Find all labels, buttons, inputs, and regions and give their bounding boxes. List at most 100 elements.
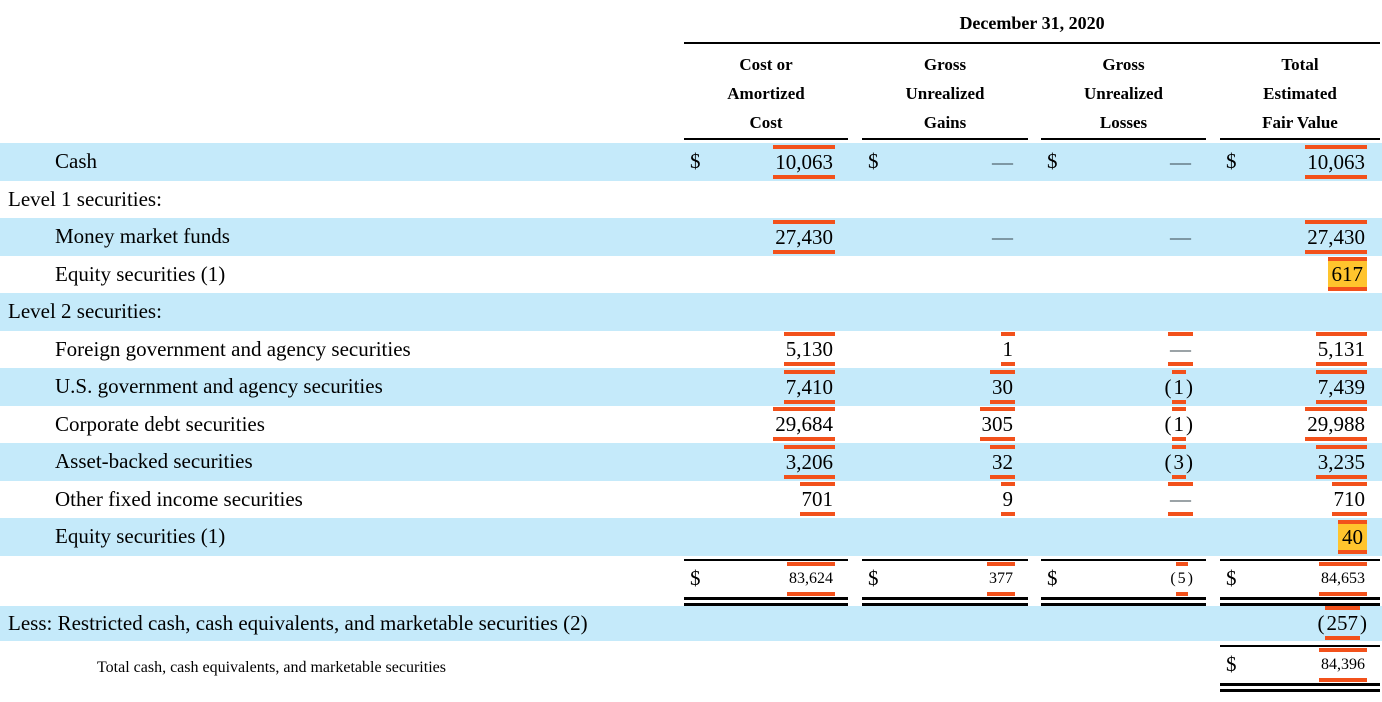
tagged-amount: 10,063: [773, 144, 835, 179]
tagged-amount: 1: [1171, 407, 1186, 442]
tagged-dash-amount: —: [1168, 332, 1193, 367]
tagged-amount: 84,653: [1319, 561, 1367, 596]
tagged-dash-amount: —: [1168, 482, 1193, 517]
column-header-cost-or-amortized-cost: Cost or Amortized Cost: [684, 44, 848, 140]
amount-cell: $ 10,063: [1220, 143, 1380, 181]
row-label: Foreign government and agency securities: [55, 336, 411, 361]
amount-cell: (1): [1041, 368, 1206, 406]
amount-cell: (1): [1041, 406, 1206, 444]
amount-cell: $ 10,063: [684, 143, 848, 181]
dash-amount: —: [1170, 224, 1191, 249]
tagged-amount: 27,430: [1305, 219, 1367, 254]
row-label: Level 1 securities:: [8, 186, 162, 211]
tagged-amount: 3: [1171, 444, 1186, 479]
tagged-amount: 1: [1000, 332, 1015, 367]
currency-symbol: $: [690, 149, 701, 174]
tagged-amount: 257: [1324, 606, 1360, 640]
tagged-amount: 7,439: [1315, 369, 1367, 404]
row-level2-securities: Level 2 securities:: [0, 293, 1382, 331]
amount-cell: (257): [1220, 606, 1380, 641]
amount-cell: —: [1041, 481, 1206, 519]
amount-cell: 305: [862, 406, 1028, 444]
amount-cell: 701: [684, 481, 848, 519]
amount-cell: 5,131: [1220, 331, 1380, 369]
row-label: Other fixed income securities: [55, 486, 303, 511]
amount-cell: 1: [862, 331, 1028, 369]
amount-cell: 27,430: [1220, 218, 1380, 256]
tagged-amount: 5,130: [783, 332, 835, 367]
tagged-amount: 84,396: [1319, 647, 1367, 682]
negative-amount: (5): [1170, 561, 1193, 596]
column-header-row: Cost or Amortized Cost Gross Unrealized …: [0, 44, 1382, 140]
highlighted-tagged-amount: 617: [1327, 257, 1367, 292]
row-us-government-securities: U.S. government and agency securities 7,…: [0, 368, 1382, 406]
tagged-amount: 32: [990, 444, 1015, 479]
tagged-amount: 305: [979, 407, 1015, 442]
subtotal-cell: $ 83,624: [684, 558, 848, 606]
row-less-restricted-cash: Less: Restricted cash, cash equivalents,…: [0, 605, 1382, 641]
tagged-amount: 7,410: [783, 369, 835, 404]
period-header: December 31, 2020: [684, 2, 1380, 44]
row-label: Equity securities (1): [55, 524, 226, 549]
row-equity-securities-level1: Equity securities (1) 617: [0, 256, 1382, 294]
row-label: Asset-backed securities: [55, 449, 253, 474]
amount-cell: 7,439: [1220, 368, 1380, 406]
negative-amount: (1): [1165, 369, 1193, 404]
row-label: Less: Restricted cash, cash equivalents,…: [8, 610, 588, 635]
tagged-amount: 83,624: [787, 561, 835, 596]
amount-cell: 7,410: [684, 368, 848, 406]
tagged-amount: 701: [799, 482, 835, 517]
grand-total-cell: $ 84,396: [1220, 644, 1380, 692]
tagged-amount: 1: [1171, 369, 1186, 404]
row-money-market-funds: Money market funds 27,430 — — 27,430: [0, 218, 1382, 256]
currency-symbol: $: [868, 149, 879, 174]
row-foreign-government-securities: Foreign government and agency securities…: [0, 331, 1382, 369]
amount-cell: 3,206: [684, 443, 848, 481]
amount-cell: 9: [862, 481, 1028, 519]
row-level1-securities: Level 1 securities:: [0, 181, 1382, 219]
amount-cell: 5,130: [684, 331, 848, 369]
amount-cell: 710: [1220, 481, 1380, 519]
amount-cell: 3,235: [1220, 443, 1380, 481]
tagged-amount: 29,684: [773, 407, 835, 442]
period-header-row: December 31, 2020: [0, 2, 1382, 44]
row-subtotal: $ 83,624 $ 377 $ (5) $ 84,653: [0, 558, 1382, 606]
tagged-amount: 10,063: [1305, 144, 1367, 179]
column-header-total-estimated-fair-value: Total Estimated Fair Value: [1220, 44, 1380, 140]
tagged-amount: 29,988: [1305, 407, 1367, 442]
negative-amount: (1): [1165, 407, 1193, 442]
amount-cell: 30: [862, 368, 1028, 406]
negative-amount: (3): [1165, 444, 1193, 479]
highlighted-tagged-amount: 40: [1338, 519, 1367, 554]
row-corporate-debt-securities: Corporate debt securities 29,684 305 (1)…: [0, 406, 1382, 444]
amount-cell: 617: [1220, 256, 1380, 294]
amount-cell: —: [1041, 218, 1206, 256]
currency-symbol: $: [1226, 566, 1237, 590]
amount-cell: (3): [1041, 443, 1206, 481]
row-asset-backed-securities: Asset-backed securities 3,206 32 (3) 3,2…: [0, 443, 1382, 481]
column-header-gross-unrealized-losses: Gross Unrealized Losses: [1041, 44, 1206, 140]
currency-symbol: $: [1226, 149, 1237, 174]
row-grand-total: Total cash, cash equivalents, and market…: [0, 644, 1382, 692]
row-label: U.S. government and agency securities: [55, 374, 383, 399]
tagged-amount: 5: [1175, 561, 1188, 596]
amount-cell: $ —: [862, 143, 1028, 181]
currency-symbol: $: [690, 566, 701, 590]
currency-symbol: $: [1047, 566, 1058, 590]
row-label: Corporate debt securities: [55, 411, 265, 436]
amount-cell: 32: [862, 443, 1028, 481]
tagged-amount: 377: [987, 561, 1015, 596]
tagged-amount: 3,235: [1315, 444, 1367, 479]
subtotal-cell: $ 84,653: [1220, 558, 1380, 606]
amount-cell: 29,684: [684, 406, 848, 444]
tagged-amount: 27,430: [773, 219, 835, 254]
dash-amount: —: [992, 224, 1013, 249]
dash-amount: —: [992, 149, 1013, 174]
row-cash: Cash $ 10,063 $ — $ — $ 10,063: [0, 143, 1382, 181]
row-label: Money market funds: [55, 224, 230, 249]
amount-cell: 29,988: [1220, 406, 1380, 444]
row-label: Total cash, cash equivalents, and market…: [97, 659, 446, 676]
amount-cell: 27,430: [684, 218, 848, 256]
column-header-gross-unrealized-gains: Gross Unrealized Gains: [862, 44, 1028, 140]
